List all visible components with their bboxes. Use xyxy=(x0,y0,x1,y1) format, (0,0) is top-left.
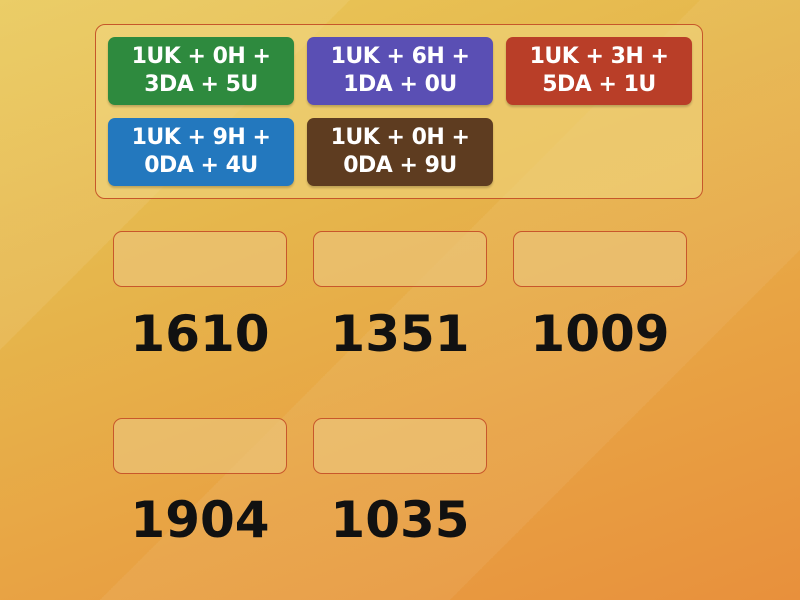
target-number: 1035 xyxy=(330,491,470,549)
answer-tile[interactable]: 1UK + 0H + 0DA + 9U xyxy=(307,118,493,186)
answer-tile[interactable]: 1UK + 9H + 0DA + 4U xyxy=(108,118,294,186)
answer-tile[interactable]: 1UK + 6H + 1DA + 0U xyxy=(307,37,493,105)
answer-tile[interactable]: 1UK + 3H + 5DA + 1U xyxy=(506,37,692,105)
target-number: 1610 xyxy=(130,305,270,363)
target-number: 1351 xyxy=(330,305,470,363)
drop-slot[interactable] xyxy=(313,418,487,474)
target-number: 1009 xyxy=(530,305,670,363)
target-number: 1904 xyxy=(130,491,270,549)
drop-slot[interactable] xyxy=(313,231,487,287)
answer-tile[interactable]: 1UK + 0H + 3DA + 5U xyxy=(108,37,294,105)
drop-slot[interactable] xyxy=(113,418,287,474)
drop-slot[interactable] xyxy=(513,231,687,287)
drop-slot[interactable] xyxy=(113,231,287,287)
